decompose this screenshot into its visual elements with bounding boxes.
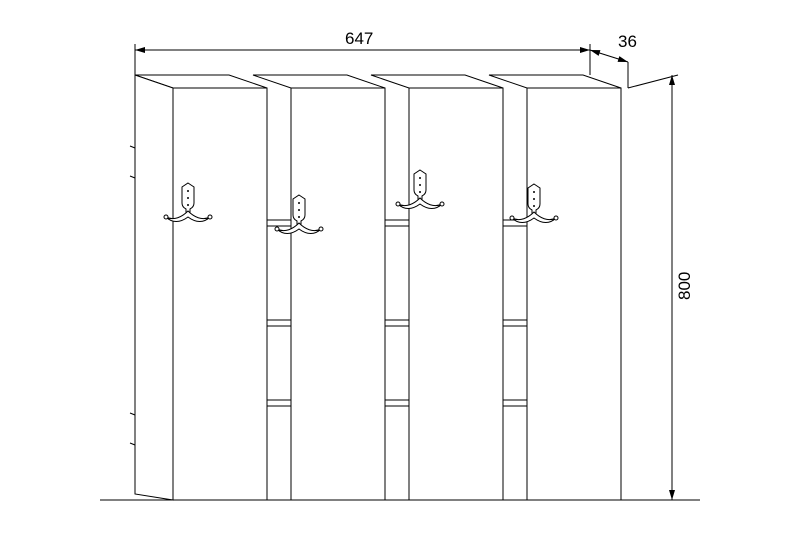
dimension-height: 800: [675, 272, 694, 300]
slat-1-front: [291, 88, 385, 500]
slat-3-top: [489, 75, 621, 88]
slat-1-top: [253, 75, 385, 88]
slat-0-side: [135, 75, 173, 500]
slat-2-top: [371, 75, 503, 88]
dimension-width: 647: [345, 29, 373, 48]
drawing-canvas: 647 36 800: [0, 0, 800, 533]
dimension-depth: 36: [618, 32, 637, 51]
slat-2-front: [409, 88, 503, 500]
slat-3-front: [527, 88, 621, 500]
diagram-svg: 647 36 800: [0, 0, 800, 533]
slat-0-front: [173, 88, 267, 500]
